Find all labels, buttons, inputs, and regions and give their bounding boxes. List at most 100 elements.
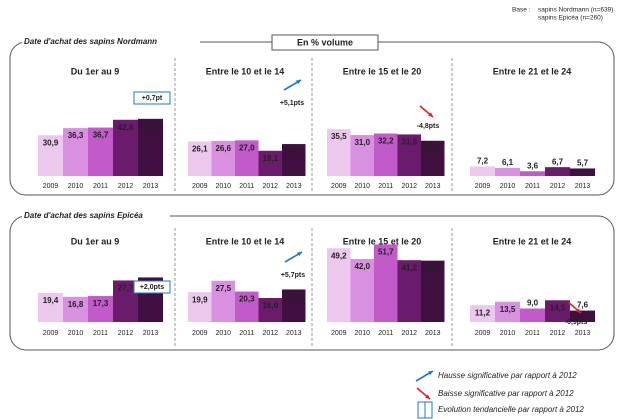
bar <box>397 260 421 322</box>
bar <box>188 292 212 322</box>
bar <box>88 127 113 176</box>
value-label: 16,0 <box>262 301 278 310</box>
legend-label: Baisse significative par rapport à 2012 <box>438 389 574 398</box>
value-label: 5,7 <box>577 159 589 168</box>
value-label: 32,2 <box>378 137 394 146</box>
x-tick-label: 2011 <box>93 183 108 190</box>
section-frame <box>9 215 615 351</box>
x-tick-label: 2010 <box>68 330 84 337</box>
bar <box>327 129 351 176</box>
value-label: 26,6 <box>215 144 231 153</box>
bar <box>63 296 88 322</box>
annotation: +0,7pt <box>142 95 163 102</box>
bar <box>88 296 113 322</box>
value-label: 42,6 <box>118 123 134 132</box>
panel-title: Entre le 10 et le 14 <box>206 236 285 246</box>
value-label: 36,7 <box>93 131 109 140</box>
header-box <box>271 34 379 51</box>
x-tick-label: 2009 <box>331 183 347 190</box>
base-line: sapins Epicéa (n=260) <box>538 15 603 22</box>
value-label: 9,0 <box>527 299 539 308</box>
x-tick-label: 2013 <box>143 183 159 190</box>
bar <box>570 168 595 176</box>
value-label: 6,1 <box>502 158 514 167</box>
arrow-head <box>576 308 581 313</box>
header: En % volume <box>297 37 353 47</box>
bar <box>258 298 282 322</box>
value-label: 31,0 <box>354 138 370 147</box>
value-label: 35,5 <box>331 132 347 141</box>
value-label: 42,0 <box>354 262 370 271</box>
x-tick-label: 2013 <box>143 330 159 337</box>
x-tick-label: 2012 <box>550 183 566 190</box>
bar <box>138 118 163 176</box>
x-tick-label: 2012 <box>401 330 417 337</box>
bar <box>38 135 63 176</box>
value-label: 17,3 <box>93 299 109 308</box>
x-tick-label: 2012 <box>262 183 278 190</box>
x-tick-label: 2009 <box>192 330 208 337</box>
annotation: +5,7pts <box>281 272 305 279</box>
x-tick-label: 2013 <box>425 330 441 337</box>
value-label: 20,3 <box>239 295 255 304</box>
bar <box>545 300 570 322</box>
x-tick-label: 2013 <box>286 330 302 337</box>
bar <box>520 308 545 322</box>
bar <box>211 280 235 322</box>
bar <box>211 140 235 176</box>
arrow-head <box>428 371 433 376</box>
value-label: 13,5 <box>500 305 516 314</box>
annotation: +5,1pts <box>280 100 304 107</box>
x-tick-label: 2013 <box>425 183 441 190</box>
x-tick-label: 2009 <box>43 330 59 337</box>
value-label: 26,7 <box>425 144 441 153</box>
bar <box>545 167 570 176</box>
x-tick-label: 2013 <box>575 183 591 190</box>
bar <box>397 134 421 176</box>
legend-label: Hausse significative par rapport à 2012 <box>438 371 577 380</box>
panel-title: Entre le 15 et le 20 <box>343 66 422 76</box>
bar <box>374 244 398 322</box>
x-tick-label: 2012 <box>262 330 278 337</box>
x-tick-label: 2011 <box>525 183 540 190</box>
value-label: 19,9 <box>192 295 208 304</box>
annotation: -4,8pts <box>417 123 440 130</box>
arrow-head <box>296 80 301 85</box>
value-label: 7,2 <box>477 157 489 166</box>
bar <box>470 166 495 176</box>
bar <box>495 301 520 322</box>
bar <box>188 141 212 176</box>
x-tick-label: 2011 <box>239 183 254 190</box>
panel-title: Entre le 21 et le 24 <box>493 236 572 246</box>
x-tick-label: 2012 <box>401 183 417 190</box>
bar <box>113 119 138 176</box>
x-tick-label: 2012 <box>118 183 134 190</box>
value-label: 27,5 <box>215 284 231 293</box>
x-tick-label: 2013 <box>575 330 591 337</box>
bar <box>350 135 374 176</box>
value-label: 51,7 <box>378 248 394 257</box>
annotation-box <box>133 280 171 294</box>
value-label: 3,6 <box>527 161 539 170</box>
panel-title: Du 1er au 9 <box>71 236 120 246</box>
bar <box>235 291 259 322</box>
value-label: 49,2 <box>331 251 347 260</box>
dividers <box>174 58 453 346</box>
bar <box>327 248 351 322</box>
value-label: 14,5 <box>550 303 566 312</box>
arrow-head <box>425 394 430 399</box>
bar <box>495 167 520 176</box>
bar <box>520 171 545 176</box>
arrow-head <box>428 112 433 117</box>
x-tick-label: 2011 <box>93 330 108 337</box>
x-tick-label: 2009 <box>331 330 347 337</box>
value-label: 43,3 <box>143 122 159 131</box>
value-label: 30,9 <box>43 138 59 147</box>
bar <box>258 150 282 176</box>
value-label: 40,9 <box>425 264 441 273</box>
value-label: 24,2 <box>286 147 302 156</box>
section-title: Date d'achat des sapins Epicéa <box>24 211 143 220</box>
x-tick-label: 2010 <box>500 330 516 337</box>
value-label: 21,7 <box>286 293 302 302</box>
